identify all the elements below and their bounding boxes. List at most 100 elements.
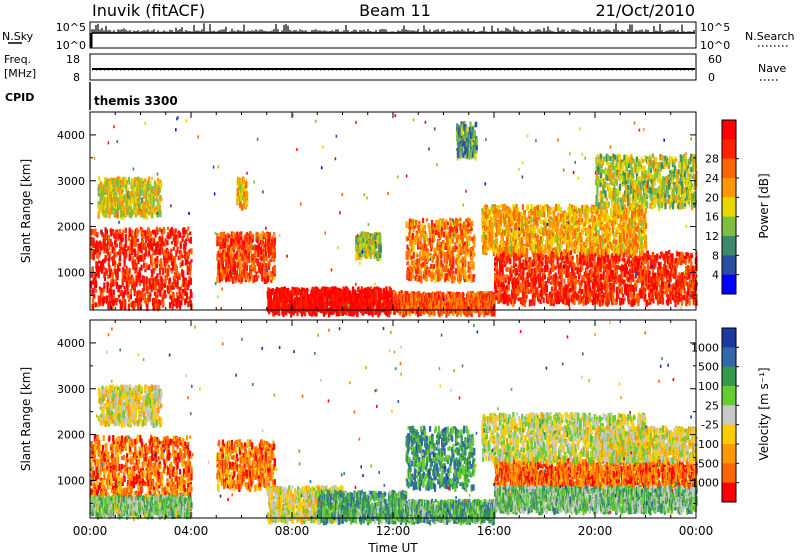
power-cell [159,243,162,249]
power-cell [430,263,433,269]
power-cell [168,256,171,260]
power-cell [125,183,128,189]
power-cell [217,260,220,264]
power-cell [187,300,190,308]
power-cell [188,249,191,254]
power-cell [473,252,476,257]
power-cell [222,270,225,277]
power-cell [155,210,158,215]
power-cell [141,288,144,293]
power-cell [236,241,239,245]
power-cell [132,261,135,269]
power-cell [160,264,163,270]
power-cell [165,257,168,263]
power-cell [157,281,160,285]
power-cell [129,229,132,235]
power-cell [423,224,427,229]
power-cell [221,232,224,241]
power-cell [458,250,461,259]
power-cell [130,278,133,283]
power-cell [473,274,476,278]
power-cell [108,291,112,295]
power-cell [250,241,253,245]
power-cell [265,255,268,262]
power-cell [216,238,220,243]
power-cell [150,195,153,203]
power-cell [96,248,100,257]
power-cell [156,228,159,235]
power-cell [105,270,108,275]
power-cell [182,277,185,283]
power-cell [151,237,155,244]
power-cell [139,297,143,303]
power-cell [92,237,95,241]
power-cell [115,243,119,248]
power-cell [102,303,105,307]
power-cell [185,253,189,261]
power-cell [106,287,109,294]
power-cell [434,247,437,254]
power-cell [144,268,147,273]
power-cell [415,225,418,229]
power-cell [140,207,143,214]
power-cell [139,282,142,287]
power-cell [375,295,378,300]
power-cell [132,207,136,215]
power-cell [143,282,146,288]
cpid-row: CPID themis 3300 [5,82,178,110]
power-cell [131,231,134,240]
power-cell [228,247,231,253]
power-cell [121,188,124,193]
power-cell [158,247,161,256]
power-cell [105,197,108,206]
power-cell [114,208,117,214]
power-cell [126,267,129,273]
power-cell [255,258,258,264]
power-cell [181,254,184,259]
power-cell [126,280,129,288]
power-cell [109,238,112,247]
power-cell [133,240,136,248]
power-cell [216,254,219,261]
power-cell [252,261,256,266]
power-cell [237,183,240,189]
power-cell [184,299,187,305]
power-cell [115,208,118,215]
power-cell [239,267,242,275]
power-cell [143,275,146,284]
power-cell [131,247,134,256]
power-cell [158,198,161,205]
power-cell [131,256,134,263]
power-cell [471,220,474,227]
power-cell [103,296,106,304]
power-cell [136,238,139,243]
power-cell [447,268,450,274]
power-cell [264,238,268,242]
power-cell [133,237,136,244]
power-cell [112,295,115,300]
power-cell [117,233,120,240]
power-cell [94,228,97,234]
power-cell [110,282,113,287]
power-cell [272,266,275,270]
power-cell [106,248,109,254]
nsky-trace [90,23,695,48]
power-cell [163,290,167,298]
power-cell [117,263,120,269]
power-cell [108,251,112,255]
power-cell [240,193,244,201]
power-cell [265,263,268,269]
power-cell [152,189,155,193]
power-cell [116,273,119,281]
power-cell [98,251,101,255]
power-cell [158,204,161,210]
power-cell [176,283,179,290]
power-cell [123,246,126,252]
power-cell [264,253,268,257]
power-cell [133,230,136,236]
power-cell [157,183,160,188]
power-cell [239,256,242,265]
power-cell [182,243,185,250]
power-cell [221,264,225,270]
